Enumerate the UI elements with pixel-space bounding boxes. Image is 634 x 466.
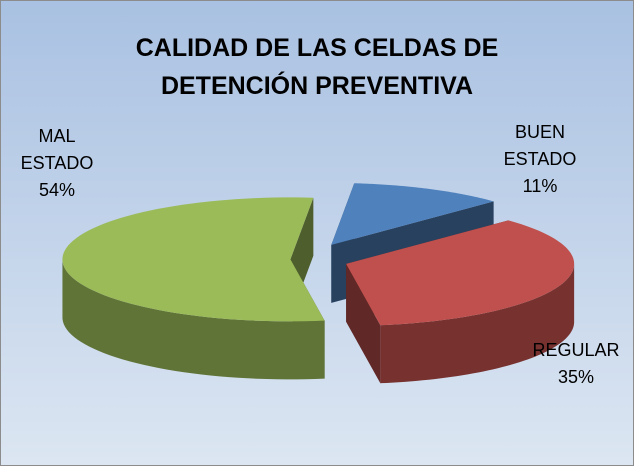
- slice: [346, 220, 575, 326]
- data-label: REGULAR 35%: [521, 337, 631, 391]
- chart-title: CALIDAD DE LAS CELDAS DE DETENCIÓN PREVE…: [135, 34, 499, 100]
- category-label: REGULAR: [532, 340, 620, 360]
- value-label: 54%: [38, 180, 76, 200]
- slice-wall: [346, 263, 381, 384]
- slice: [62, 197, 325, 322]
- category-label: BUEN ESTADO: [503, 122, 577, 169]
- value-label: 35%: [557, 367, 595, 387]
- data-label: BUEN ESTADO 11%: [485, 119, 595, 200]
- slice: [331, 183, 494, 245]
- category-label: MAL ESTADO: [20, 126, 94, 173]
- data-label: MAL ESTADO 54%: [7, 123, 107, 204]
- value-label: 11%: [522, 176, 558, 196]
- slice-side: [380, 263, 575, 384]
- slice-side: [62, 258, 325, 380]
